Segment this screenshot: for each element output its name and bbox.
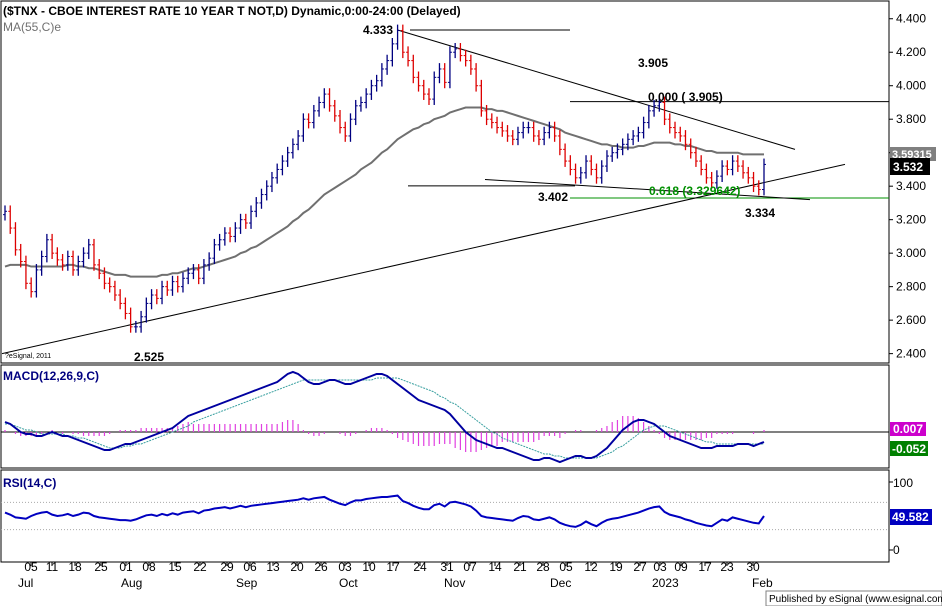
macd-signal-line <box>5 377 764 459</box>
x-day-label: 17 <box>698 560 712 574</box>
x-day-label: 05 <box>559 560 573 574</box>
x-day-label: 22 <box>193 560 207 574</box>
rsi-title: RSI(14,C) <box>3 476 56 490</box>
rsi-layer <box>1 481 893 551</box>
chart-title: ($TNX - CBOE INTEREST RATE 10 YEAR T NOT… <box>3 4 461 18</box>
x-day-label: 03 <box>653 560 667 574</box>
x-month-label: Nov <box>444 576 465 590</box>
x-day-label: 09 <box>674 560 688 574</box>
ma-line <box>4 106 764 278</box>
resistance-trendline <box>397 29 796 150</box>
copyright-text: ?eSignal, 2011 <box>5 353 51 360</box>
last-price-text: 3.532 <box>893 160 923 174</box>
high-label: 4.333 <box>363 23 393 37</box>
price-y-tick-label: 2.600 <box>896 313 926 327</box>
x-day-label: 13 <box>266 560 280 574</box>
rsi-value-text: 49.582 <box>892 510 929 524</box>
x-day-label: 31 <box>440 560 454 574</box>
fib-zero-label: 0.000 ( 3.905) <box>648 90 723 104</box>
last-price-box <box>890 158 930 175</box>
lower-trendline <box>484 178 811 201</box>
swing-high-label: 3.905 <box>638 56 668 70</box>
macd-histogram-value-box <box>890 422 926 436</box>
price-layer: 4.4004.2004.0003.8003.6003.4003.2003.000… <box>1 12 926 361</box>
low-label-3402: 3.402 <box>538 190 568 204</box>
x-day-label: 11 <box>46 560 59 574</box>
x-month-label: Feb <box>752 576 773 590</box>
low-label-2525: 2.525 <box>134 350 164 364</box>
price-y-tick-label: 3.800 <box>896 112 926 126</box>
x-day-label: 08 <box>142 560 156 574</box>
x-day-label: 01 <box>119 560 133 574</box>
rsi-tick-0: 0 <box>893 543 900 557</box>
support-trendline <box>1 163 846 355</box>
ma-value-box <box>890 147 936 161</box>
price-y-tick-label: 3.000 <box>896 246 926 260</box>
x-day-label: 26 <box>314 560 328 574</box>
x-day-label: 29 <box>220 560 234 574</box>
x-day-label: 06 <box>243 560 257 574</box>
macd-title: MACD(12,26,9,C) <box>3 369 99 383</box>
x-day-label: 15 <box>168 560 182 574</box>
x-day-label: 28 <box>536 560 550 574</box>
x-day-label: 21 <box>513 560 527 574</box>
x-day-label: 23 <box>720 560 734 574</box>
x-month-label: Dec <box>550 576 571 590</box>
rsi-line <box>4 494 765 528</box>
x-day-label: 27 <box>633 560 647 574</box>
price-panel-frame <box>0 0 890 364</box>
footer-box <box>765 590 942 606</box>
price-y-tick-label: 3.200 <box>896 213 926 227</box>
x-day-label: 20 <box>290 560 304 574</box>
x-day-label: 24 <box>413 560 427 574</box>
macd-signal-value: -0.052 <box>892 442 926 456</box>
price-y-tick-label: 4.200 <box>896 45 926 59</box>
macd-panel-frame <box>0 364 890 469</box>
x-day-label: 17 <box>386 560 400 574</box>
macd-layer <box>1 370 889 464</box>
x-day-label: 05 <box>24 560 38 574</box>
axis-layer: 05 11 18 25 01 08 15 22 29 06 13 20 26 03 10 17 24 31 07 14… <box>18 560 773 590</box>
macd-histogram-value: 0.007 <box>893 422 923 436</box>
x-day-label: 10 <box>362 560 376 574</box>
x-month-label: Oct <box>339 576 358 590</box>
price-y-tick-label: 2.800 <box>896 280 926 294</box>
x-month-label: Jul <box>18 576 33 590</box>
x-day-label: 14 <box>488 560 502 574</box>
x-month-label: Aug <box>121 576 142 590</box>
x-day-label: 25 <box>94 560 108 574</box>
x-day-label: 03 <box>338 560 352 574</box>
x-day-label: 19 <box>609 560 623 574</box>
price-y-tick-label: 3.400 <box>896 179 926 193</box>
macd-line <box>4 370 765 464</box>
price-y-tick-label: 2.400 <box>896 347 926 361</box>
fib-618-label: 0.618 (3.329642) <box>649 184 740 198</box>
x-day-label: 30 <box>746 560 760 574</box>
ma-label: MA(55,C)e <box>3 20 61 34</box>
x-month-label: 2023 <box>652 576 679 590</box>
footer-text: Published by eSignal (www.esignal.com) <box>769 594 942 605</box>
low-label-3334: 3.334 <box>745 206 775 220</box>
x-day-label: 07 <box>463 560 477 574</box>
macd-signal-value-box <box>890 441 928 456</box>
price-y-tick-label: 4.400 <box>896 12 926 26</box>
x-day-label: 12 <box>584 560 598 574</box>
x-day-label: 18 <box>68 560 82 574</box>
rsi-panel-frame <box>0 469 890 563</box>
price-y-tick-label: 4.000 <box>896 79 926 93</box>
rsi-tick-100: 100 <box>893 476 913 490</box>
rsi-value-box <box>890 509 932 525</box>
x-month-label: Sep <box>236 576 258 590</box>
